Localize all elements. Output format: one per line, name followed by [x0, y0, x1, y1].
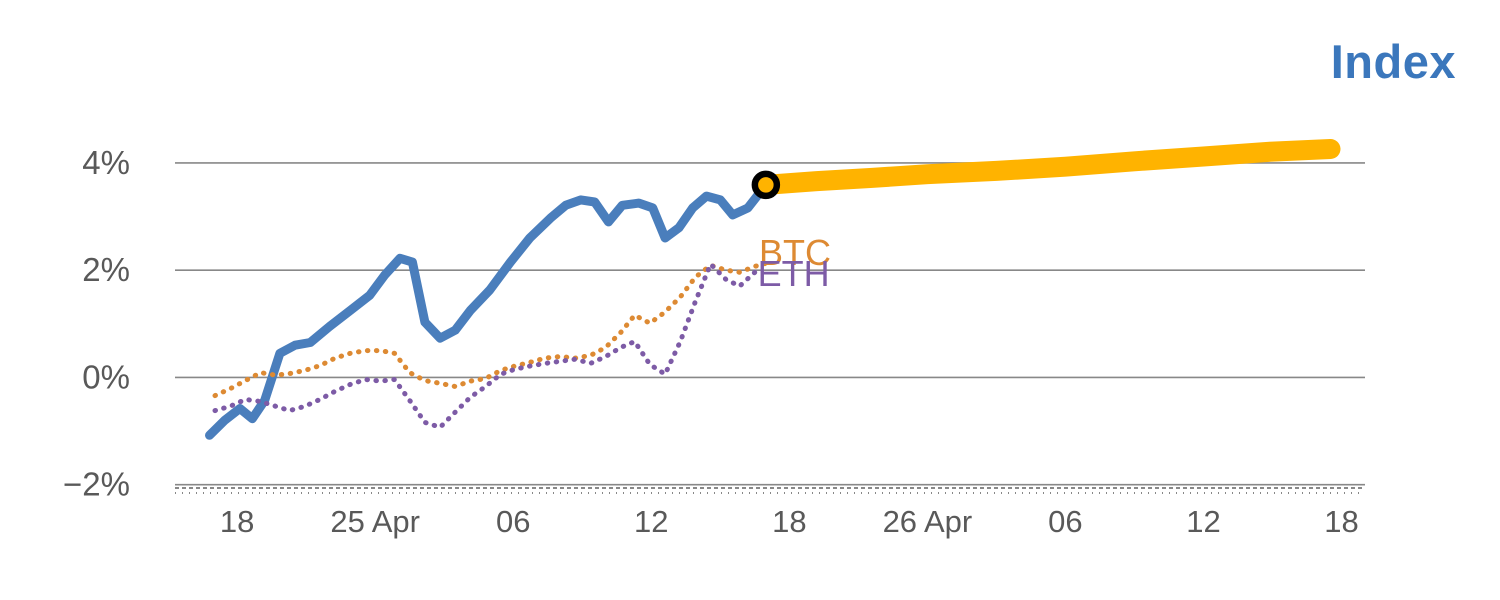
x-tick-label: 25 Apr	[330, 504, 420, 539]
series-label-btc: BTC	[759, 232, 831, 273]
series-index-forecast	[755, 139, 1341, 195]
y-tick-label: 0%	[82, 358, 130, 395]
x-tick-label: 06	[496, 504, 530, 539]
series-label-eth: ETH	[758, 253, 830, 294]
y-tick-label: 4%	[82, 144, 130, 181]
forecast-start-marker	[751, 170, 781, 200]
y-tick-label: −2%	[63, 466, 130, 503]
x-tick-label: 12	[634, 504, 668, 539]
series-index	[205, 180, 771, 440]
x-tick-label: 18	[220, 504, 254, 539]
x-tick-label: 18	[772, 504, 806, 539]
x-tick-label: 06	[1048, 504, 1082, 539]
series-btc	[212, 259, 773, 399]
x-tick-label: 26 Apr	[883, 504, 973, 539]
x-tick-label: 18	[1324, 504, 1358, 539]
y-tick-label: 2%	[82, 251, 130, 288]
chart-title: Index	[1330, 35, 1456, 88]
x-tick-label: 12	[1186, 504, 1220, 539]
